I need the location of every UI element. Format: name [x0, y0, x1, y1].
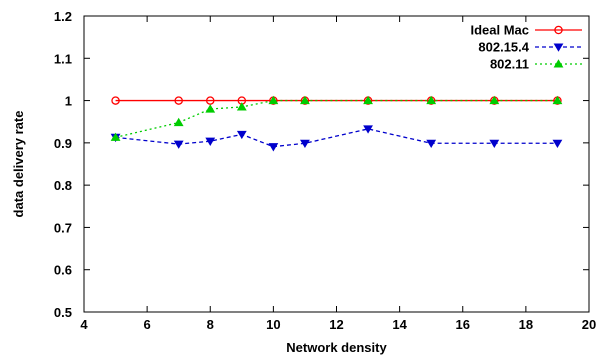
y-axis-title: data delivery rate	[11, 111, 26, 218]
x-tick-label: 12	[329, 317, 343, 332]
data-point-series-2	[268, 95, 279, 105]
legend: Ideal Mac 802.15.4 802.11	[470, 23, 582, 72]
y-tick-label: 0.9	[54, 136, 72, 151]
data-point-series-0	[174, 96, 183, 105]
data-point-series-1	[205, 137, 216, 146]
x-tick-label: 14	[392, 317, 407, 332]
data-point-series-2	[300, 95, 310, 105]
data-point-series-1	[363, 125, 373, 134]
legend-swatch-marker	[553, 59, 564, 68]
data-point-series-2	[489, 95, 500, 105]
data-point-series-1	[426, 139, 437, 149]
x-tick-label: 6	[144, 317, 151, 332]
data-point-series-0	[205, 96, 215, 105]
series-line-1	[115, 128, 558, 148]
series-markers	[110, 95, 563, 152]
data-point-series-1	[300, 139, 310, 149]
legend-swatch-marker	[553, 43, 564, 52]
x-tick-label: 20	[582, 317, 596, 332]
axis-ticks: 4 6 8 10 12 14 16 18 20 0.5 0.6 0.7 0.8 0.9 1 1.1 1.2	[54, 9, 596, 332]
data-point-series-2	[426, 95, 437, 105]
series-line-2	[115, 99, 558, 138]
x-tick-label: 10	[266, 317, 280, 332]
data-point-series-2	[110, 132, 121, 141]
data-point-series-2	[236, 102, 247, 111]
data-point-series-1	[552, 139, 563, 149]
legend-label: 802.15.4	[478, 40, 529, 55]
x-tick-label: 8	[207, 317, 214, 332]
legend-label: Ideal Mac	[470, 23, 529, 38]
data-point-series-1	[173, 140, 184, 149]
x-axis-title: Network density	[286, 340, 387, 355]
data-point-series-0	[111, 96, 120, 105]
data-point-series-1	[236, 130, 247, 140]
legend-label: 802.11	[490, 57, 529, 72]
y-tick-label: 0.5	[54, 305, 72, 320]
y-tick-label: 1.1	[54, 51, 72, 66]
y-tick-label: 0.7	[54, 220, 72, 235]
data-point-series-1	[489, 139, 500, 149]
x-tick-label: 18	[519, 317, 533, 332]
x-tick-label: 4	[80, 317, 88, 332]
data-point-series-2	[173, 117, 184, 127]
data-point-series-2	[363, 95, 373, 105]
data-point-series-1	[268, 143, 279, 152]
legend-swatch-marker	[554, 25, 563, 35]
data-point-series-2	[552, 95, 563, 105]
y-tick-label: 0.6	[54, 263, 72, 278]
x-tick-label: 16	[456, 317, 470, 332]
y-tick-label: 1.2	[54, 9, 72, 24]
y-tick-label: 1	[65, 94, 72, 109]
y-tick-label: 0.8	[54, 178, 72, 193]
data-point-series-2	[205, 104, 216, 113]
series-lines	[115, 99, 558, 148]
